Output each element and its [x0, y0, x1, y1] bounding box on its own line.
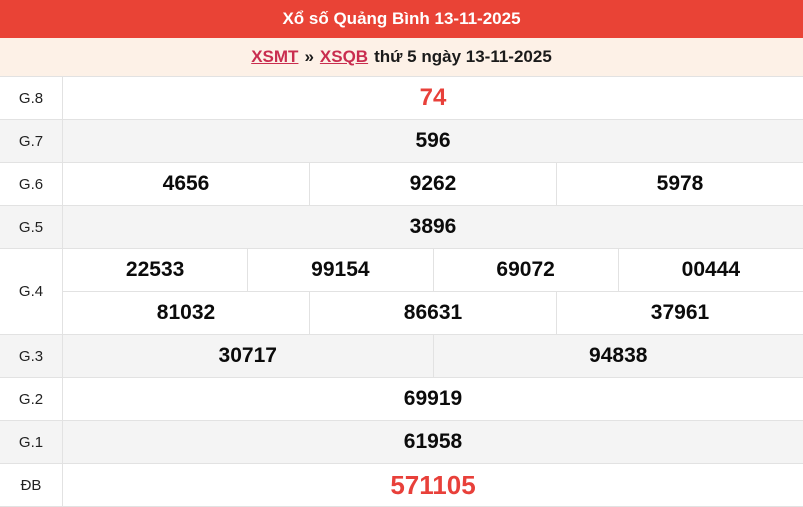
prize-row-g6: G.6 4656 9262 5978 [0, 163, 803, 206]
prize-number: 61958 [63, 421, 803, 463]
prize-row-g8: G.8 74 [0, 77, 803, 120]
prize-number: 3896 [63, 206, 803, 248]
prize-number: 99154 [248, 249, 433, 291]
breadcrumb-date-text: thứ 5 ngày 13-11-2025 [374, 47, 552, 67]
prize-label: G.1 [0, 421, 63, 463]
prize-number: 81032 [63, 292, 310, 334]
prize-number: 9262 [310, 163, 557, 205]
prize-label: G.5 [0, 206, 63, 248]
lottery-results-table: G.8 74 G.7 596 G.6 4656 9262 5978 G.5 38… [0, 76, 803, 507]
prize-number: 4656 [63, 163, 310, 205]
prize-number: 30717 [63, 335, 434, 377]
prize-row-g7: G.7 596 [0, 120, 803, 163]
prize-label: G.2 [0, 378, 63, 420]
prize-number: 22533 [63, 249, 248, 291]
prize-number: 571105 [63, 464, 803, 506]
prize-label: ĐB [0, 464, 63, 506]
prize-label: G.3 [0, 335, 63, 377]
prize-number: 00444 [619, 249, 803, 291]
breadcrumb: XSMT » XSQB thứ 5 ngày 13-11-2025 [0, 38, 803, 76]
prize-label: G.6 [0, 163, 63, 205]
breadcrumb-separator: » [304, 47, 313, 67]
prize-number: 69072 [434, 249, 619, 291]
lottery-header: Xổ số Quảng Bình 13-11-2025 [0, 0, 803, 38]
prize-row-g1: G.1 61958 [0, 421, 803, 464]
prize-number: 596 [63, 120, 803, 162]
prize-number: 86631 [310, 292, 557, 334]
page-title: Xổ số Quảng Bình 13-11-2025 [282, 9, 520, 29]
prize-row-g2: G.2 69919 [0, 378, 803, 421]
prize-row-g3: G.3 30717 94838 [0, 335, 803, 378]
prize-number: 74 [63, 77, 803, 119]
breadcrumb-link-xsqb[interactable]: XSQB [320, 47, 368, 67]
prize-label: G.7 [0, 120, 63, 162]
prize-number: 37961 [557, 292, 803, 334]
prize-label: G.4 [0, 249, 63, 334]
prize-row-db: ĐB 571105 [0, 464, 803, 507]
prize-number: 94838 [434, 335, 803, 377]
prize-number: 5978 [557, 163, 803, 205]
prize-number: 69919 [63, 378, 803, 420]
prize-row-g4: G.4 22533 99154 69072 00444 81032 86631 … [0, 249, 803, 335]
prize-row-g5: G.5 3896 [0, 206, 803, 249]
prize-label: G.8 [0, 77, 63, 119]
breadcrumb-link-xsmt[interactable]: XSMT [251, 47, 298, 67]
